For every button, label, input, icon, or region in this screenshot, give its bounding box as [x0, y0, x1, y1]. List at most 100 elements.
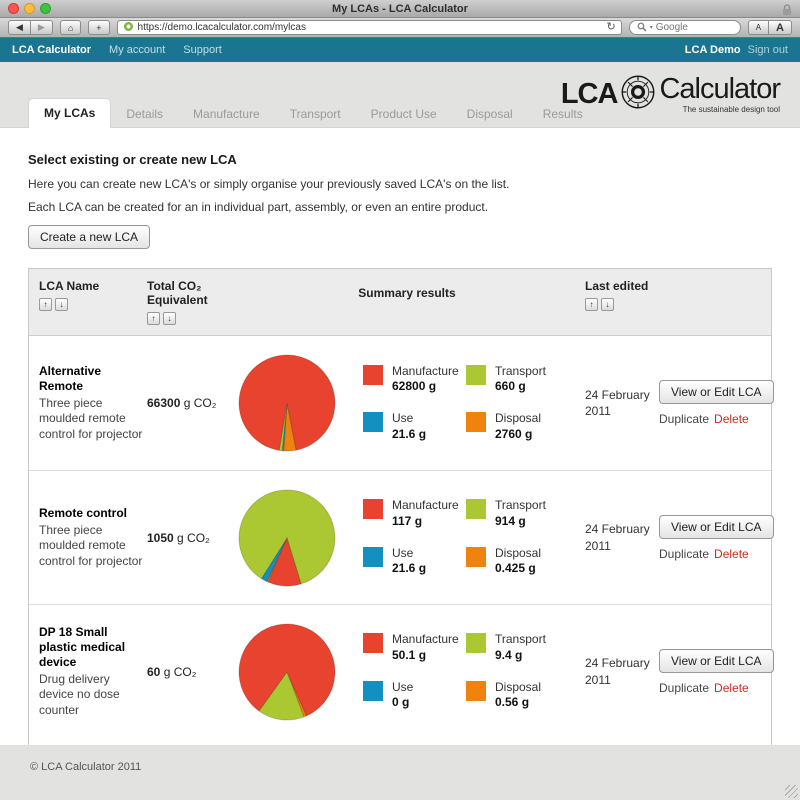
lca-table: LCA Name ↑ ↓ Total CO₂ Equivalent ↑ ↓ Su…: [28, 268, 774, 745]
intro-line-1: Here you can create new LCA's or simply …: [28, 177, 510, 191]
site-favicon: [123, 19, 134, 37]
manufacture-swatch: [363, 633, 383, 654]
secure-lock-icon: [782, 3, 792, 21]
page-footer: © LCA Calculator 2011: [0, 745, 800, 800]
history-buttons: ◀ ▶: [8, 20, 53, 35]
address-bar[interactable]: ↻: [116, 19, 622, 37]
legend-label: Manufacture: [392, 498, 459, 513]
use-swatch: [363, 546, 383, 567]
view-or-edit-lca-button[interactable]: View or Edit LCA: [659, 514, 774, 539]
home-button[interactable]: ⌂: [59, 20, 82, 35]
window-controls: [8, 3, 51, 14]
legend-label: Use: [392, 411, 414, 425]
minimize-window-button[interactable]: [24, 3, 35, 14]
tab-details[interactable]: Details: [126, 107, 164, 121]
summary-pie-chart: [237, 353, 337, 453]
lca-description: Three piece moulded remote control for p…: [39, 395, 143, 441]
lca-calculator-logo: LCA Calculator The s: [560, 74, 781, 115]
sort-name-desc-button[interactable]: ↓: [55, 298, 68, 311]
tab-my-lcas[interactable]: My LCAs: [28, 98, 112, 128]
disposal-swatch: [466, 680, 486, 701]
column-header-last-edited: Last edited: [585, 279, 649, 293]
refresh-icon[interactable]: ↻: [606, 21, 616, 33]
summary-legend: Manufacture 117 g Transport 914 g Use 21.6 …: [339, 498, 579, 576]
page-title: Select existing or create new LCA: [28, 152, 237, 167]
delete-link[interactable]: Delete: [714, 412, 749, 426]
column-header-total-co2: Total CO₂ Equivalent: [147, 279, 208, 307]
back-button[interactable]: ◀: [8, 20, 31, 35]
view-or-edit-lca-button[interactable]: View or Edit LCA: [659, 380, 774, 404]
sign-out-link[interactable]: Sign out: [747, 44, 788, 56]
disposal-swatch: [466, 546, 486, 567]
legend-value: 117 g: [392, 513, 423, 528]
browser-titlebar: My LCAs - LCA Calculator: [0, 0, 800, 18]
lca-name: Remote control: [39, 505, 128, 520]
delete-link[interactable]: Delete: [714, 680, 749, 695]
disposal-swatch: [466, 412, 486, 432]
legend-label: Manufacture: [392, 632, 459, 647]
legend-label: Transport: [495, 498, 546, 513]
forward-button[interactable]: ▶: [30, 20, 53, 35]
close-window-button[interactable]: [8, 3, 19, 14]
zoom-window-button[interactable]: [40, 3, 51, 14]
view-or-edit-lca-button[interactable]: View or Edit LCA: [659, 648, 774, 673]
logo-tagline: The sustainable design tool: [682, 105, 780, 114]
logo-lca-text: LCA: [560, 78, 619, 110]
text-size-controls: A A: [747, 20, 792, 35]
legend-value: 50.1 g: [392, 647, 427, 662]
new-tab-button[interactable]: +: [88, 20, 110, 35]
summary-pie-chart: [237, 488, 337, 588]
logged-in-user[interactable]: LCA Demo: [684, 44, 741, 56]
legend-value: 21.6 g: [392, 561, 427, 576]
site-navbar: LCA Calculator My account Support LCA De…: [0, 38, 800, 62]
lca-description: Drug delivery device no dose counter: [39, 671, 120, 717]
tab-transport[interactable]: Transport: [289, 107, 341, 121]
duplicate-link[interactable]: Duplicate: [659, 680, 710, 695]
duplicate-link[interactable]: Duplicate: [659, 546, 710, 561]
sort-total-asc-button[interactable]: ↑: [147, 312, 160, 325]
summary-pie-chart: [237, 622, 337, 722]
search-icon: [637, 19, 647, 37]
search-box[interactable]: ▾: [628, 19, 741, 37]
legend-value: 0 g: [392, 695, 410, 710]
sort-edited-desc-button[interactable]: ↓: [601, 298, 614, 311]
tab-results[interactable]: Results: [542, 107, 583, 121]
last-edited-date: 24 February 2011: [585, 656, 650, 687]
tab-product-use[interactable]: Product Use: [370, 107, 437, 121]
legend-value: 914 g: [495, 513, 526, 528]
sort-total-desc-button[interactable]: ↓: [163, 312, 176, 325]
create-new-lca-button[interactable]: Create a new LCA: [28, 225, 151, 249]
last-edited-date: 24 February 2011: [585, 522, 650, 553]
tab-disposal[interactable]: Disposal: [466, 107, 513, 121]
tab-manufacture[interactable]: Manufacture: [193, 107, 260, 121]
search-input[interactable]: [655, 22, 726, 33]
legend-value: 2760 g: [495, 426, 533, 441]
nav-support-link[interactable]: Support: [183, 44, 222, 56]
lca-total-co2: 1050 g CO₂: [147, 530, 210, 545]
legend-label: Disposal: [495, 545, 542, 560]
summary-legend: Manufacture 62800 g Transport 660 g Use 21.…: [339, 364, 579, 442]
summary-legend: Manufacture 50.1 g Transport 9.4 g Use 0 g …: [339, 632, 579, 710]
browser-toolbar: ◀ ▶ ⌂ + ↻ ▾ A A: [0, 18, 800, 38]
legend-value: 9.4 g: [495, 647, 523, 662]
increase-text-button[interactable]: A: [769, 20, 792, 35]
main-content: Select existing or create new LCA Here y…: [0, 127, 800, 745]
legend-label: Use: [392, 679, 414, 694]
sort-name-asc-button[interactable]: ↑: [39, 298, 52, 311]
window-title: My LCAs - LCA Calculator: [332, 2, 468, 15]
search-engine-dropdown-icon[interactable]: ▾: [649, 25, 653, 31]
manufacture-swatch: [363, 499, 383, 520]
nav-my-account-link[interactable]: My account: [109, 44, 166, 56]
legend-label: Use: [392, 545, 414, 560]
sort-edited-asc-button[interactable]: ↑: [585, 298, 598, 311]
lca-total-co2: 60 g CO₂: [147, 664, 197, 679]
window-resize-grip[interactable]: [785, 785, 798, 798]
duplicate-link[interactable]: Duplicate: [659, 412, 710, 426]
table-row: Alternative Remote Three piece moulded r…: [29, 336, 774, 470]
delete-link[interactable]: Delete: [714, 546, 749, 561]
url-input[interactable]: [137, 22, 603, 33]
decrease-text-button[interactable]: A: [747, 20, 770, 35]
column-header-summary: Summary results: [358, 286, 456, 300]
navbar-brand-link[interactable]: LCA Calculator: [12, 44, 92, 56]
page-header: LCA Calculator The s: [0, 62, 800, 128]
